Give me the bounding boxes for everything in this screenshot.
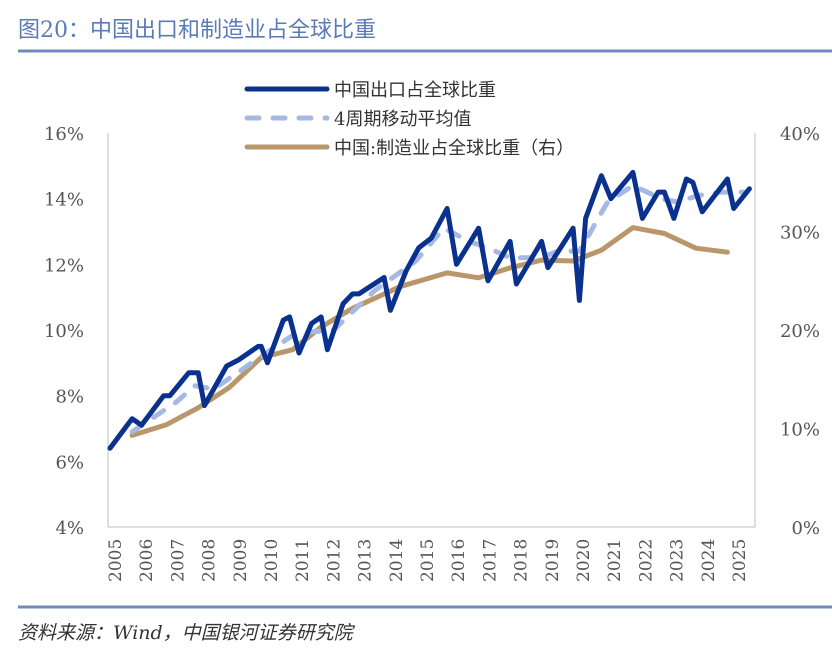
x-tick-label: 2009	[231, 539, 251, 582]
x-tick-label: 2022	[636, 539, 656, 582]
x-tick-label: 2016	[449, 539, 469, 582]
x-tick-label: 2020	[574, 539, 594, 582]
x-tick-label: 2025	[730, 539, 750, 582]
legend: 中国出口占全球比重 4周期移动平均值 中国:制造业占全球比重（右）	[244, 80, 574, 159]
x-tick-label: 2024	[699, 539, 719, 582]
series-line-manufacturing-share	[129, 225, 730, 438]
x-tick-label: 2007	[168, 539, 188, 582]
right-y-tick-label: 40%	[780, 124, 820, 145]
right-y-tick-label: 30%	[780, 223, 820, 244]
right-y-tick-label: 20%	[780, 321, 820, 342]
left-y-tick-label: 4%	[55, 518, 84, 539]
right-y-ticks: 0% 10% 20% 30% 40%	[780, 124, 820, 539]
x-ticks: 2005 2006 2007 2008 2009 2010 2011 2012 2013 2014…	[106, 539, 750, 582]
x-tick-label: 2023	[668, 539, 688, 582]
left-y-tick-label: 12%	[44, 255, 84, 276]
left-y-tick-label: 6%	[55, 452, 84, 473]
series-lines	[107, 169, 752, 451]
x-tick-label: 2006	[137, 539, 157, 582]
left-y-tick-label: 10%	[44, 321, 84, 342]
series-line-export-share	[107, 169, 752, 451]
x-tick-label: 2021	[605, 539, 625, 582]
x-tick-label: 2019	[543, 539, 563, 582]
source-note: 资料来源：Wind，中国银河证券研究院	[18, 622, 356, 644]
x-tick-label: 2015	[418, 539, 438, 582]
legend-label-export: 中国出口占全球比重	[334, 80, 496, 101]
right-y-tick-label: 10%	[780, 420, 820, 441]
left-y-tick-label: 16%	[44, 124, 84, 145]
legend-label-ma: 4周期移动平均值	[334, 109, 471, 130]
x-tick-label: 2008	[200, 539, 220, 582]
x-tick-label: 2013	[356, 539, 376, 582]
left-y-ticks: 4% 6% 8% 10% 12% 14% 16%	[44, 124, 84, 539]
left-y-tick-label: 14%	[44, 190, 84, 211]
x-tick-label: 2011	[293, 539, 313, 582]
x-tick-label: 2012	[324, 539, 344, 582]
x-tick-label: 2017	[480, 539, 500, 582]
x-tick-label: 2018	[512, 539, 532, 582]
right-y-tick-label: 0%	[791, 518, 820, 539]
legend-label-manufacturing: 中国:制造业占全球比重（右）	[334, 138, 574, 159]
x-tick-label: 2005	[106, 539, 126, 582]
x-tick-label: 2010	[262, 539, 282, 582]
x-tick-label: 2014	[387, 539, 407, 582]
left-y-tick-label: 8%	[55, 387, 84, 408]
chart-title: 图20：中国出口和制造业占全球比重	[18, 18, 376, 43]
